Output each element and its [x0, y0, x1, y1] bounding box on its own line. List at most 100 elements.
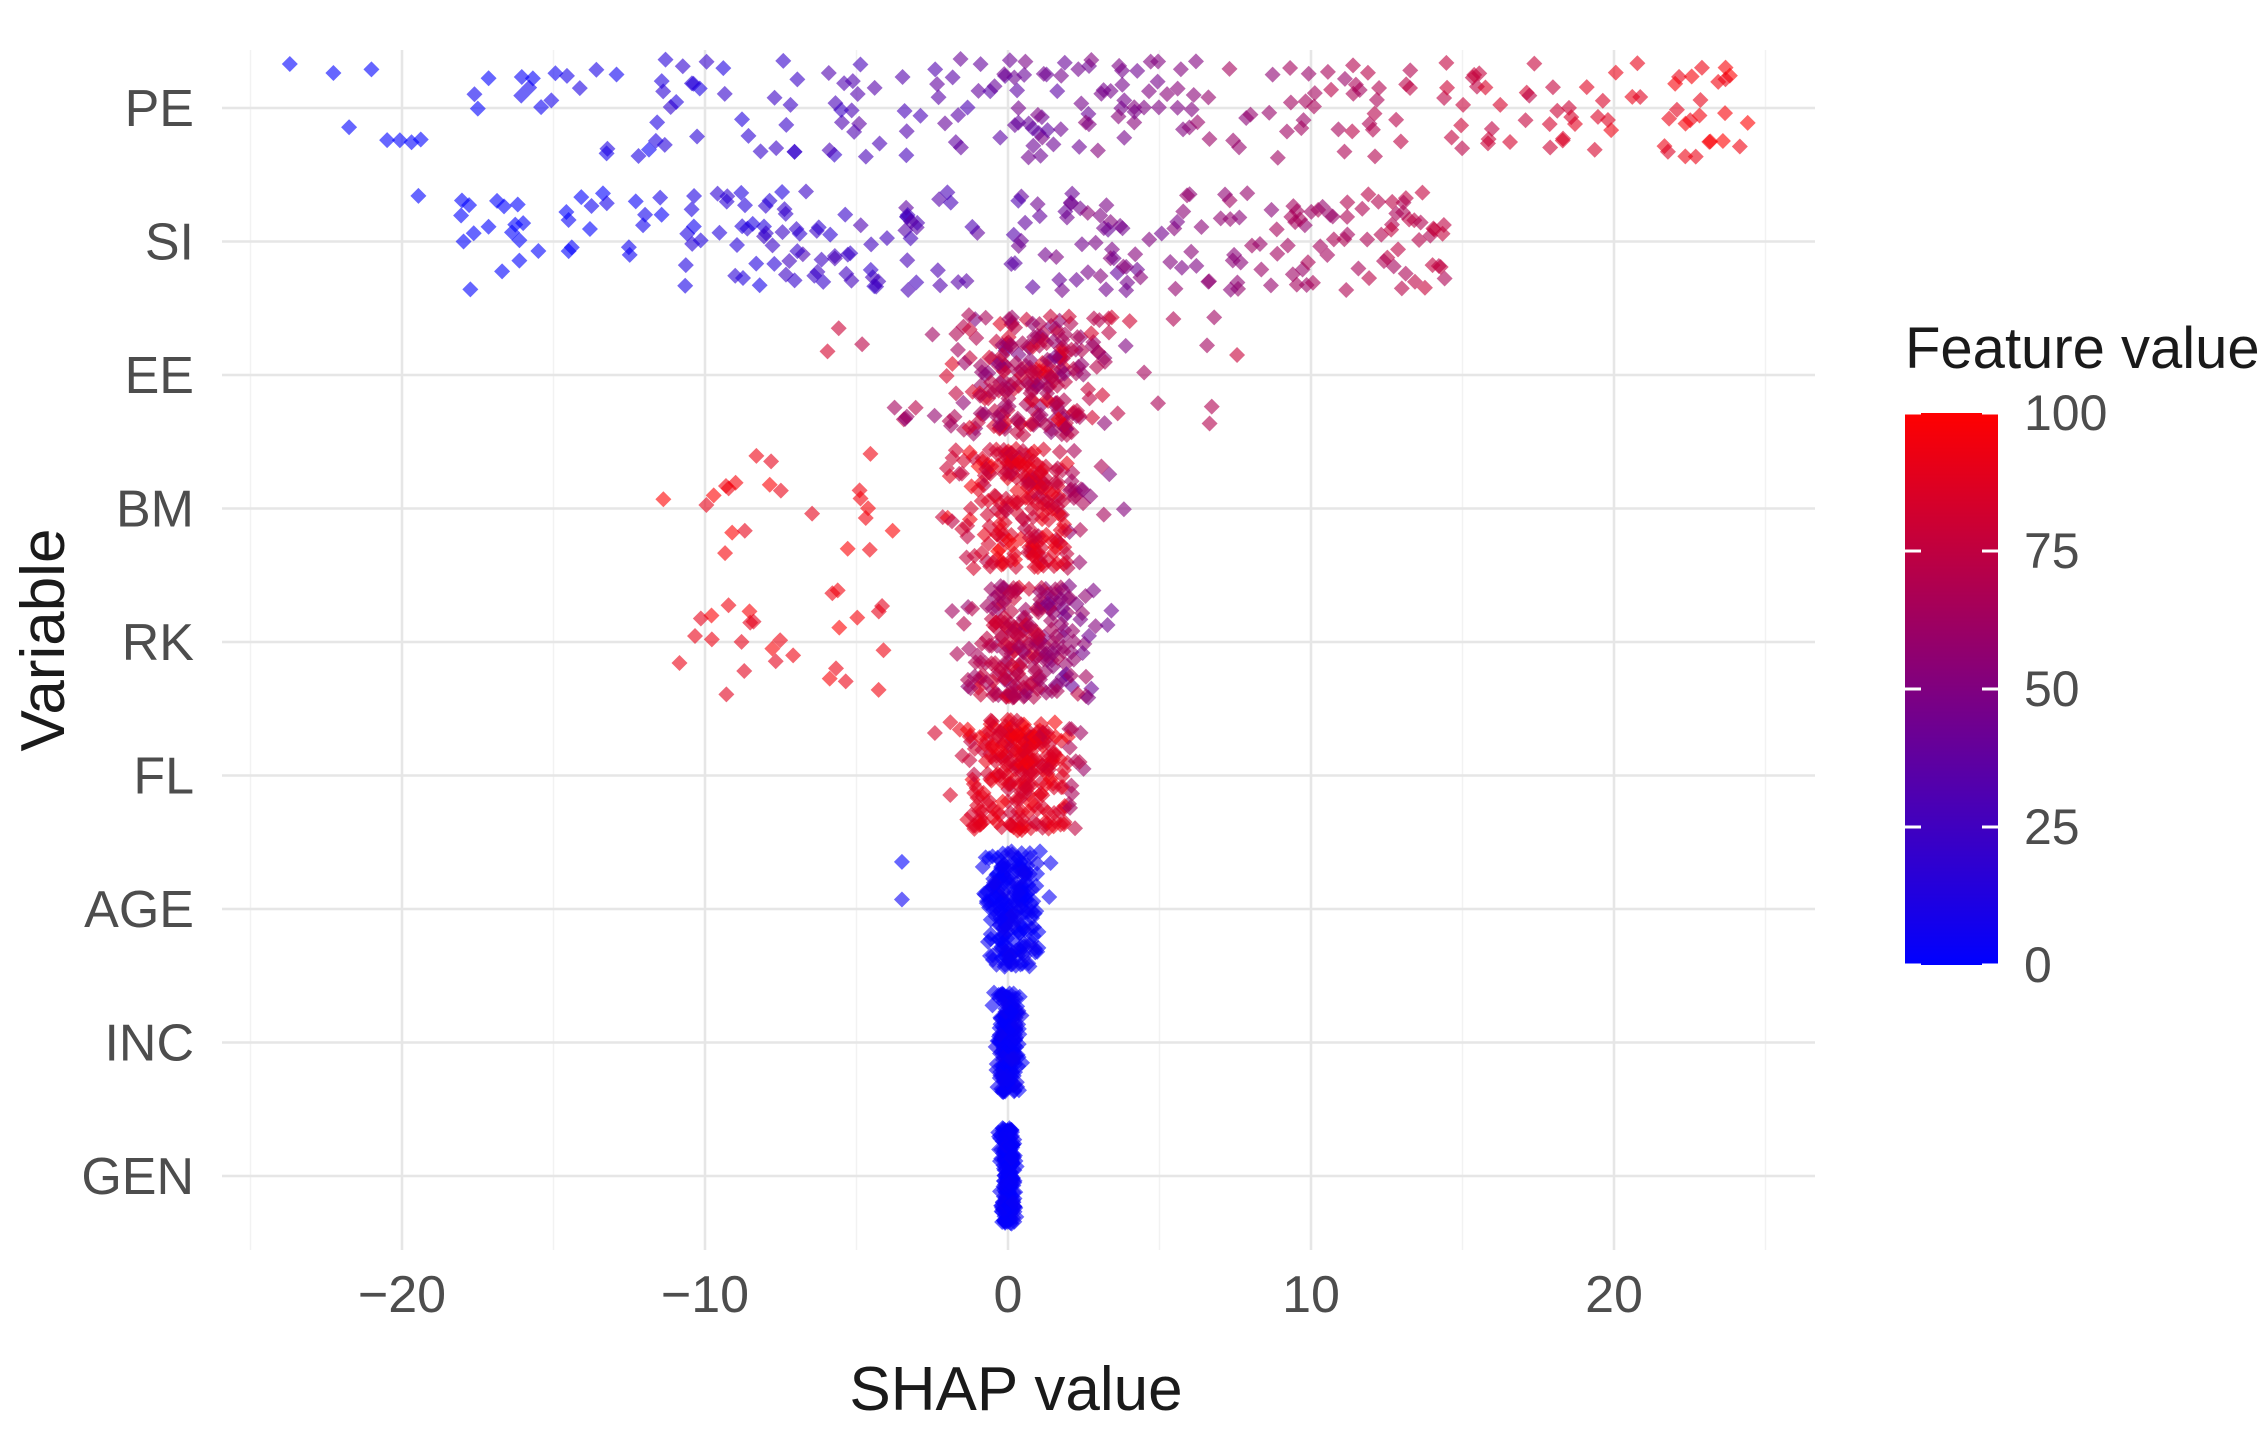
data-point [1029, 801, 1046, 818]
data-point [952, 50, 969, 67]
data-point [1702, 133, 1719, 150]
data-point [996, 875, 1013, 892]
data-point [1026, 329, 1043, 346]
data-point [1345, 57, 1362, 74]
data-point [1262, 277, 1279, 294]
data-point [1109, 405, 1126, 422]
data-point [1607, 64, 1624, 81]
data-point [733, 633, 750, 650]
data-point [991, 990, 1008, 1007]
data-point [1231, 139, 1248, 156]
data-point [1179, 187, 1196, 204]
data-point [1085, 582, 1102, 599]
data-point [1454, 140, 1471, 157]
data-point [757, 225, 774, 242]
data-point [1092, 207, 1109, 224]
data-point [748, 447, 765, 464]
data-point [1714, 132, 1731, 149]
data-point [1002, 552, 1019, 569]
data-point [782, 96, 799, 113]
data-point [1229, 347, 1246, 364]
data-point [1136, 364, 1153, 381]
data-point [944, 449, 961, 466]
data-point [772, 632, 789, 649]
data-point [1079, 264, 1096, 281]
data-point [924, 326, 941, 343]
data-point [1282, 60, 1299, 77]
data-point [899, 252, 916, 269]
data-point [1026, 443, 1043, 460]
data-point [1075, 366, 1092, 383]
data-point [1395, 194, 1412, 211]
data-point [1299, 254, 1316, 271]
legend-tick-label: 100 [2024, 385, 2107, 441]
data-point [465, 225, 482, 242]
data-point [1021, 580, 1038, 597]
data-point [930, 89, 947, 106]
data-point [1140, 83, 1157, 100]
data-point [649, 114, 666, 131]
data-point [960, 307, 977, 324]
data-point [1045, 744, 1062, 761]
data-point [1061, 739, 1078, 756]
data-point [981, 441, 998, 458]
data-point [849, 86, 866, 103]
data-point [1040, 761, 1057, 778]
data-point [839, 246, 856, 263]
data-point [1153, 225, 1170, 242]
data-point [1065, 651, 1082, 668]
data-point [511, 232, 528, 249]
data-point [684, 235, 701, 252]
data-point [1677, 115, 1694, 132]
data-point [1159, 86, 1176, 103]
data-point [1667, 75, 1684, 92]
y-tick-label: INC [104, 1015, 194, 1073]
data-point [1150, 395, 1167, 412]
data-point [1021, 845, 1038, 862]
data-point [952, 139, 969, 156]
data-point [1003, 1034, 1020, 1051]
data-point [998, 502, 1015, 519]
data-point [469, 100, 486, 117]
data-point [1048, 683, 1065, 700]
data-point [1084, 409, 1101, 426]
data-point [583, 197, 600, 214]
data-point [1079, 204, 1096, 221]
data-point [821, 670, 838, 687]
data-point [1048, 462, 1065, 479]
data-point [1383, 221, 1400, 238]
data-point [740, 127, 757, 144]
data-point [1016, 687, 1033, 704]
data-point [839, 540, 856, 557]
data-point [962, 500, 979, 517]
data-point [1169, 80, 1186, 97]
data-point [1042, 854, 1059, 871]
data-point [1029, 630, 1046, 647]
data-point [929, 76, 946, 93]
data-point [852, 56, 869, 73]
data-point [1016, 66, 1033, 83]
data-point [866, 79, 883, 96]
data-point [961, 321, 978, 338]
data-point [547, 65, 564, 82]
data-point [1691, 107, 1708, 124]
data-point [849, 609, 866, 626]
data-point [509, 196, 526, 213]
data-point [1115, 501, 1132, 518]
points-layer [281, 50, 1756, 1232]
data-point [863, 236, 880, 253]
data-point [1048, 248, 1065, 265]
data-point [1018, 780, 1035, 797]
data-point [1111, 57, 1128, 74]
data-point [830, 320, 847, 337]
data-point [766, 255, 783, 272]
data-point [1212, 210, 1229, 227]
data-point [1261, 104, 1278, 121]
data-point [1683, 68, 1700, 85]
data-point [1068, 271, 1085, 288]
data-point [1054, 768, 1071, 785]
data-point [1269, 245, 1286, 262]
data-point [734, 218, 751, 235]
data-point [1361, 270, 1378, 287]
data-point [1314, 198, 1331, 215]
